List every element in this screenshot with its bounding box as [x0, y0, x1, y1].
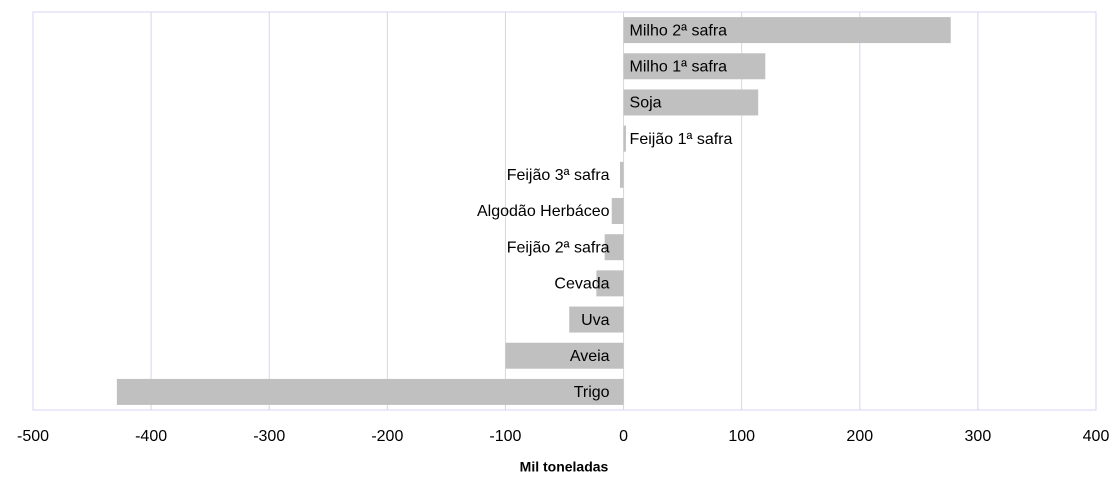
- x-tick-label: -400: [135, 428, 167, 445]
- x-tick-label: -500: [17, 428, 49, 445]
- category-label: Soja: [630, 95, 662, 112]
- bar: [596, 270, 624, 297]
- category-label: Algodão Herbáceo: [477, 203, 610, 220]
- x-tick-label: 0: [619, 428, 628, 445]
- category-label: Trigo: [574, 384, 610, 401]
- bar: [505, 342, 624, 369]
- category-label: Milho 2ª safra: [630, 22, 728, 39]
- x-tick-label: -100: [489, 428, 521, 445]
- bar: [623, 17, 951, 44]
- category-label: Aveia: [570, 348, 610, 365]
- bar: [623, 53, 766, 80]
- category-label: Feijão 2ª safra: [507, 239, 610, 256]
- x-tick-label: -300: [253, 428, 285, 445]
- category-label: Feijão 3ª safra: [507, 167, 610, 184]
- x-tick-label: 300: [965, 428, 992, 445]
- bar: [611, 198, 624, 224]
- x-axis-title: Mil toneladas: [520, 459, 609, 475]
- x-tick-label: -200: [371, 428, 403, 445]
- bar: [604, 234, 624, 261]
- bar: [569, 306, 624, 333]
- x-tick-label: 400: [1083, 428, 1110, 445]
- plot-border: [32, 11, 1097, 411]
- bar: [623, 89, 759, 116]
- bar: [116, 378, 624, 405]
- category-label: Cevada: [554, 276, 609, 293]
- bar: [623, 125, 626, 152]
- category-label: Milho 1ª safra: [630, 58, 728, 75]
- x-tick-label: 100: [728, 428, 755, 445]
- category-label: Uva: [581, 312, 610, 329]
- bar: [620, 161, 624, 188]
- x-tick-label: 200: [846, 428, 873, 445]
- category-label: Feijão 1ª safra: [630, 131, 733, 148]
